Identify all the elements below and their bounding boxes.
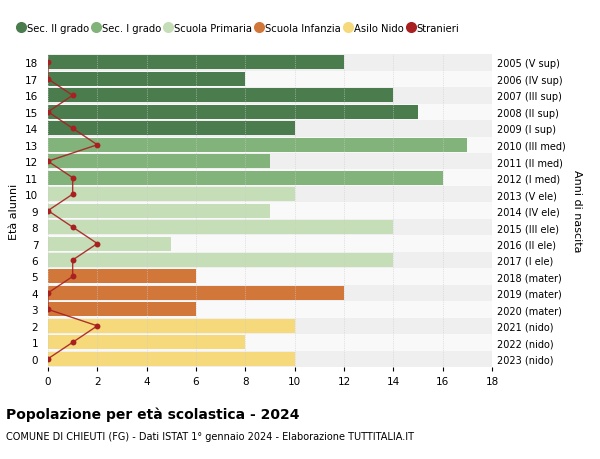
- Y-axis label: Anni di nascita: Anni di nascita: [572, 170, 582, 252]
- Bar: [48, 303, 196, 317]
- Bar: [48, 204, 270, 218]
- Point: [43, 60, 53, 67]
- Point: [43, 76, 53, 84]
- Bar: [48, 252, 492, 269]
- Bar: [48, 155, 270, 169]
- Point: [43, 355, 53, 363]
- Bar: [48, 319, 295, 333]
- Point: [92, 241, 102, 248]
- Bar: [48, 318, 492, 334]
- Text: COMUNE DI CHIEUTI (FG) - Dati ISTAT 1° gennaio 2024 - Elaborazione TUTTITALIA.IT: COMUNE DI CHIEUTI (FG) - Dati ISTAT 1° g…: [6, 431, 414, 442]
- Bar: [48, 170, 492, 186]
- Bar: [48, 286, 344, 300]
- Point: [68, 92, 77, 100]
- Point: [43, 290, 53, 297]
- Point: [43, 109, 53, 116]
- Point: [68, 339, 77, 346]
- Bar: [48, 270, 196, 284]
- Bar: [48, 188, 295, 202]
- Bar: [48, 253, 394, 268]
- Bar: [48, 285, 492, 302]
- Point: [43, 207, 53, 215]
- Point: [68, 273, 77, 280]
- Bar: [48, 186, 492, 203]
- Bar: [48, 72, 492, 88]
- Bar: [48, 106, 418, 119]
- Point: [68, 191, 77, 198]
- Point: [68, 257, 77, 264]
- Bar: [48, 336, 245, 350]
- Y-axis label: Età alunni: Età alunni: [10, 183, 19, 239]
- Bar: [48, 269, 492, 285]
- Point: [92, 142, 102, 149]
- Bar: [48, 351, 492, 367]
- Bar: [48, 73, 245, 87]
- Bar: [48, 55, 492, 72]
- Bar: [48, 237, 172, 251]
- Point: [68, 174, 77, 182]
- Bar: [48, 334, 492, 351]
- Bar: [48, 219, 492, 236]
- Point: [68, 224, 77, 231]
- Bar: [48, 104, 492, 121]
- Bar: [48, 56, 344, 70]
- Text: Popolazione per età scolastica - 2024: Popolazione per età scolastica - 2024: [6, 406, 299, 421]
- Bar: [48, 154, 492, 170]
- Bar: [48, 137, 492, 154]
- Bar: [48, 121, 492, 137]
- Bar: [48, 221, 394, 235]
- Bar: [48, 89, 394, 103]
- Bar: [48, 352, 295, 366]
- Bar: [48, 171, 443, 185]
- Point: [43, 158, 53, 166]
- Bar: [48, 302, 492, 318]
- Bar: [48, 236, 492, 252]
- Point: [43, 306, 53, 313]
- Point: [92, 323, 102, 330]
- Point: [68, 125, 77, 133]
- Legend: Sec. II grado, Sec. I grado, Scuola Primaria, Scuola Infanzia, Asilo Nido, Stran: Sec. II grado, Sec. I grado, Scuola Prim…: [14, 19, 463, 38]
- Bar: [48, 203, 492, 219]
- Bar: [48, 139, 467, 152]
- Bar: [48, 88, 492, 104]
- Bar: [48, 122, 295, 136]
